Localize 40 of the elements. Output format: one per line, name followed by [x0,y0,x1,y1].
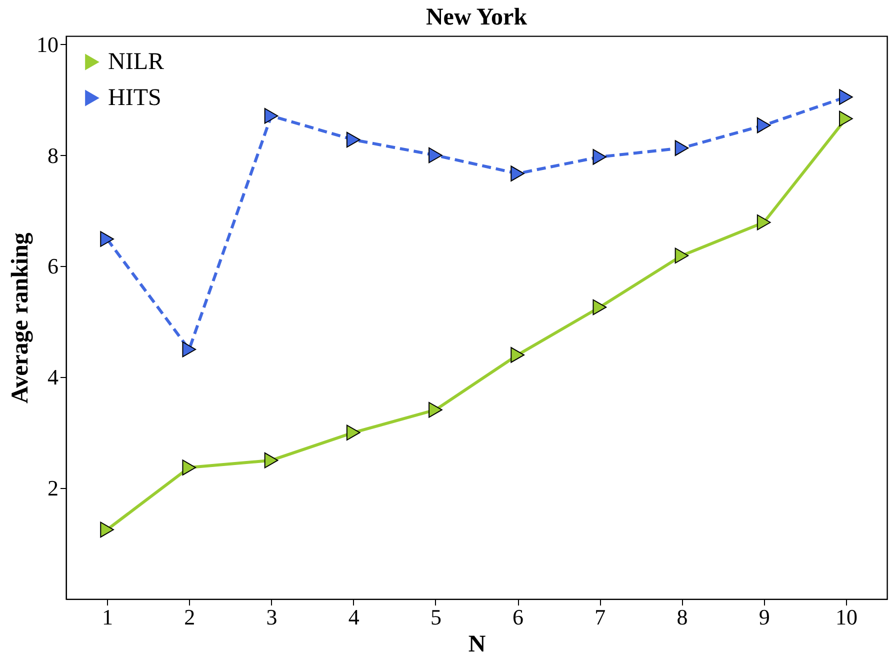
x-tick-label: 6 [512,604,524,630]
y-axis-title: Average ranking [8,232,34,404]
point [346,132,360,148]
point [346,424,360,441]
point [674,140,689,156]
point [428,402,442,418]
x-tick-label: 3 [266,604,278,630]
point [264,452,278,468]
x-tick-label: 4 [348,604,360,630]
legend-label: HITS [108,85,162,111]
point [592,299,607,316]
point [428,147,442,164]
y-tick-label: 4 [48,364,58,390]
x-tick-label: 7 [594,604,606,630]
point [756,117,771,134]
x-tick-label: 1 [102,604,114,630]
x-tick-label: 2 [184,604,196,630]
legend-label: NILR [108,49,164,75]
point [100,522,114,538]
point [592,149,607,165]
chart-title: New York [426,4,528,30]
x-tick-label: 9 [758,604,770,630]
y-tick-label: 8 [48,142,58,168]
point [100,231,114,247]
x-tick-label: 8 [676,604,688,630]
point [182,341,196,358]
y-tick-label: 10 [36,32,58,57]
point [839,110,853,127]
x-tick-label: 10 [835,604,858,630]
point [264,108,278,124]
y-tick-label: 6 [48,254,58,279]
point [839,89,853,105]
point [674,248,689,264]
point [182,460,196,476]
x-axis-title: N [468,632,486,658]
point [510,347,524,363]
point [756,214,771,230]
point [510,166,524,182]
y-tick-label: 2 [48,476,58,501]
x-tick-label: 5 [430,604,442,630]
